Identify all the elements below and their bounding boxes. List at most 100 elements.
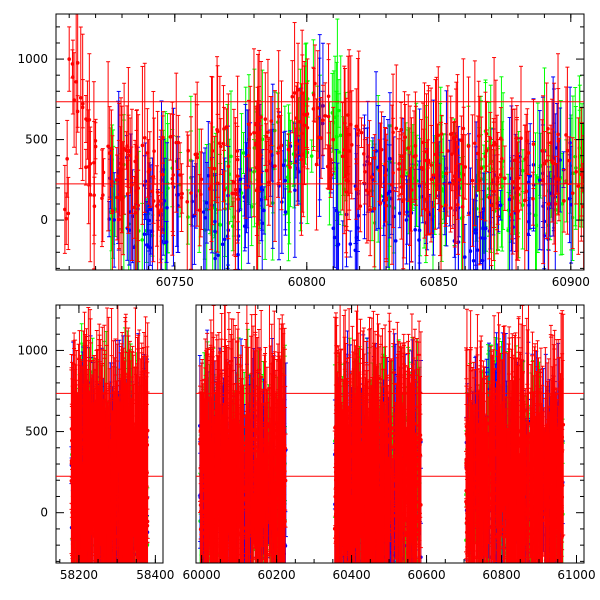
data-point bbox=[216, 253, 220, 258]
data-point bbox=[347, 132, 351, 137]
data-point bbox=[438, 208, 442, 213]
data-point bbox=[93, 144, 98, 149]
data-point bbox=[140, 238, 145, 242]
data-point bbox=[264, 134, 268, 139]
data-point bbox=[327, 165, 332, 170]
data-point bbox=[80, 105, 85, 110]
data-point bbox=[254, 142, 258, 147]
data-point bbox=[433, 152, 438, 157]
data-point bbox=[475, 248, 480, 252]
data-point bbox=[354, 187, 359, 191]
data-point bbox=[145, 243, 149, 247]
data-point bbox=[160, 172, 165, 177]
data-point bbox=[355, 226, 360, 230]
data-point bbox=[484, 131, 489, 136]
data-point bbox=[185, 200, 190, 204]
data-point bbox=[142, 232, 147, 237]
data-point bbox=[222, 188, 227, 192]
data-point bbox=[78, 96, 83, 100]
data-point bbox=[92, 204, 97, 209]
data-point bbox=[533, 213, 538, 218]
data-point bbox=[569, 202, 573, 207]
data-point bbox=[331, 137, 336, 142]
data-point bbox=[260, 221, 265, 226]
x-tick-label: 60800 bbox=[288, 275, 326, 289]
data-point bbox=[354, 124, 359, 129]
data-point bbox=[88, 161, 93, 166]
data-point bbox=[199, 177, 204, 182]
data-point bbox=[146, 169, 151, 174]
data-point bbox=[119, 168, 123, 173]
data-point bbox=[107, 151, 112, 155]
data-point bbox=[413, 227, 417, 232]
data-point bbox=[473, 141, 477, 146]
data-point bbox=[372, 156, 377, 160]
data-point bbox=[319, 136, 323, 140]
data-point bbox=[110, 209, 115, 213]
data-point bbox=[87, 117, 92, 122]
data-point bbox=[379, 147, 384, 152]
data-point bbox=[215, 181, 220, 186]
data-point bbox=[283, 210, 288, 214]
data-point bbox=[114, 178, 119, 182]
data-point bbox=[550, 158, 554, 163]
data-point bbox=[206, 173, 211, 178]
data-point bbox=[165, 181, 170, 186]
data-point bbox=[233, 191, 238, 196]
data-point bbox=[66, 211, 71, 216]
data-point bbox=[507, 197, 512, 202]
data-point bbox=[158, 199, 163, 203]
data-point bbox=[340, 154, 345, 159]
data-point bbox=[546, 202, 551, 206]
data-point bbox=[417, 238, 421, 242]
data-point bbox=[439, 132, 444, 136]
data-point bbox=[406, 146, 411, 150]
data-point bbox=[500, 184, 505, 189]
data-point bbox=[71, 75, 75, 79]
data-point bbox=[249, 204, 254, 209]
data-point bbox=[101, 193, 105, 197]
data-layer bbox=[69, 305, 566, 563]
data-point bbox=[132, 205, 137, 210]
data-point bbox=[229, 154, 233, 159]
data-point bbox=[459, 138, 464, 143]
data-point bbox=[483, 226, 488, 231]
data-point bbox=[276, 151, 280, 155]
data-point bbox=[315, 106, 320, 110]
data-point bbox=[224, 125, 229, 129]
data-point bbox=[300, 91, 304, 95]
data-point bbox=[576, 184, 581, 188]
y-tick-label: 500 bbox=[25, 133, 48, 147]
data-point bbox=[296, 87, 300, 92]
data-point bbox=[263, 117, 268, 121]
data-point bbox=[195, 155, 200, 160]
data-point bbox=[309, 154, 314, 158]
data-point bbox=[388, 156, 392, 161]
data-point bbox=[476, 134, 481, 138]
data-point bbox=[468, 249, 473, 253]
data-point bbox=[262, 208, 266, 213]
data-point bbox=[130, 214, 135, 219]
data-point bbox=[349, 143, 354, 147]
data-point bbox=[210, 149, 215, 153]
data-point bbox=[378, 201, 383, 205]
data-point bbox=[186, 215, 190, 219]
data-point bbox=[106, 144, 110, 149]
data-point bbox=[74, 80, 78, 84]
data-point bbox=[426, 160, 431, 165]
data-point bbox=[236, 252, 240, 257]
data-point bbox=[363, 169, 367, 174]
data-point bbox=[278, 145, 283, 150]
data-point bbox=[345, 177, 349, 182]
data-point bbox=[510, 179, 515, 184]
data-point bbox=[358, 204, 363, 208]
data-point bbox=[397, 161, 402, 166]
data-point bbox=[445, 149, 450, 153]
data-point bbox=[333, 115, 337, 120]
data-point bbox=[412, 154, 416, 159]
data-point bbox=[499, 136, 503, 141]
data-point bbox=[323, 114, 328, 118]
data-point bbox=[63, 207, 67, 212]
x-tick-label: 60750 bbox=[156, 275, 194, 289]
data-point bbox=[397, 211, 402, 216]
